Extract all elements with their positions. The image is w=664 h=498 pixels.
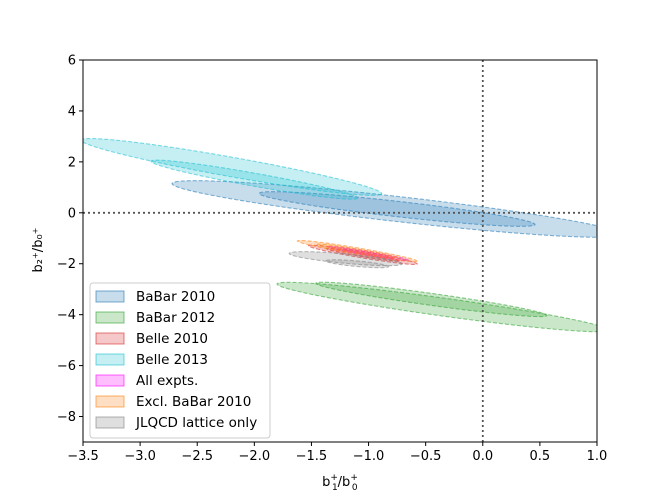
x-tick-label: −1.0 [353, 449, 385, 464]
ellipse-group [83, 137, 597, 333]
x-tick-label: −3.0 [124, 449, 156, 464]
plot-area [83, 60, 597, 442]
legend-swatch [95, 374, 125, 387]
legend-swatch [95, 416, 125, 429]
legend-label: Belle 2010 [136, 331, 208, 347]
y-tick-label: −2 [57, 257, 76, 272]
legend-label: BaBar 2010 [136, 289, 215, 305]
x-tick-label: −2.5 [181, 449, 213, 464]
y-axis-label: b₂⁺/b₀⁺ [31, 227, 46, 272]
y-tick-label: −4 [57, 308, 76, 323]
legend-label: Excl. BaBar 2010 [136, 394, 251, 410]
ellipse-belle-2013-1sigma [150, 159, 359, 200]
legend-swatch [95, 395, 125, 408]
legend-box [89, 282, 271, 439]
ellipse-jlqcd-lattice-only-2sigma [288, 251, 403, 267]
legend: BaBar 2010 BaBar 2012 Belle 2010 Belle 2013… [89, 282, 271, 439]
y-tick-label: −6 [57, 359, 76, 374]
y-tick-label: 0 [68, 206, 76, 221]
x-tick-label: −1.5 [296, 449, 328, 464]
ellipse-excl-babar-2010-1sigma [316, 243, 398, 259]
ellipse-excl-babar-2010-2sigma [296, 239, 418, 263]
legend-label: BaBar 2012 [136, 310, 215, 326]
y-tick-label: 4 [68, 104, 76, 119]
ellipse-babar-2010-1sigma [258, 191, 536, 227]
axis-labels: b+ 1/b+ 0 b₂⁺/b₀⁺ [31, 227, 358, 493]
ellipse-all-expts--1sigma [342, 248, 395, 259]
legend-swatch [95, 311, 125, 324]
ellipse-jlqcd-lattice-only-1sigma [325, 259, 390, 269]
y-tick-label: 6 [68, 54, 76, 69]
x-tick-label: 0.0 [472, 449, 493, 464]
plot-frame [82, 59, 598, 443]
legend-label: JLQCD lattice only [135, 415, 257, 431]
x-tick-label: 0.5 [530, 449, 551, 464]
legend-swatch [95, 332, 125, 345]
x-axis-label: b+ 1/b+ 0 [322, 473, 358, 493]
y-tick-label: 2 [68, 155, 76, 170]
legend-swatch [95, 353, 125, 366]
x-tick-label: −0.5 [410, 449, 442, 464]
ellipse-babar-2012-1sigma [315, 281, 548, 318]
ellipse-belle-2013-2sigma [83, 137, 383, 196]
y-tick-label: −8 [57, 410, 76, 425]
x-tick-label: −2.0 [239, 449, 271, 464]
legend-label: Belle 2013 [136, 352, 208, 368]
axes: −3.5 −3.0 −2.5 −2.0 −1.5 −1.0 −0.5 0.0 0.5 1.0 −8 −… [57, 54, 608, 465]
x-tick-label: 1.0 [587, 449, 608, 464]
x-tick-label: −3.5 [67, 449, 99, 464]
legend-swatch [95, 290, 125, 303]
legend-label: All expts. [136, 373, 198, 389]
ellipse-babar-2012-2sigma [276, 281, 597, 333]
